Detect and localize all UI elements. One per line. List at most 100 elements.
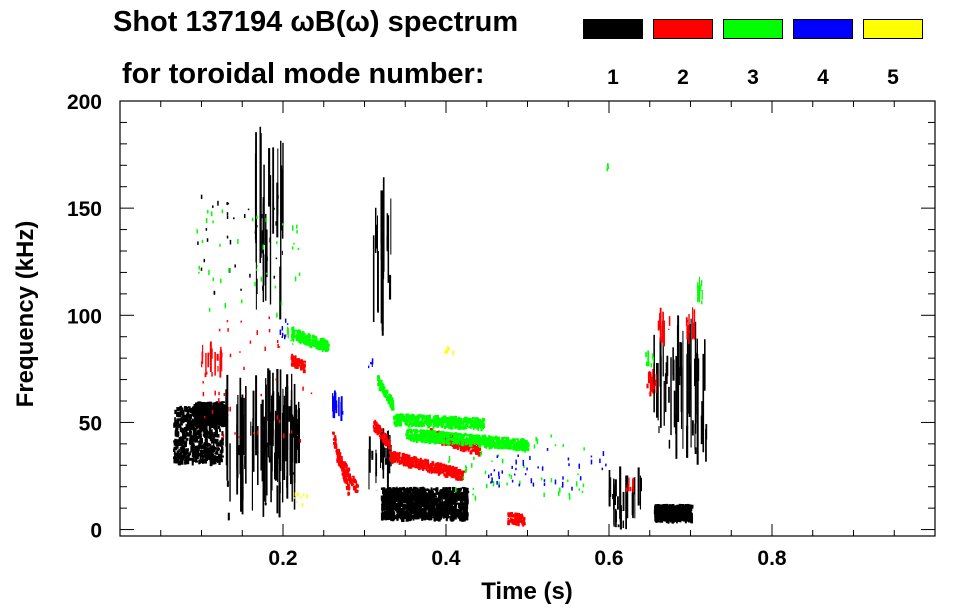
point (178, 460, 182, 464)
point (423, 467, 426, 470)
point (516, 513, 520, 517)
point (195, 416, 199, 422)
point (380, 514, 384, 517)
point (654, 512, 657, 518)
point (238, 435, 241, 439)
point (393, 495, 395, 501)
point (264, 346, 266, 352)
point (507, 517, 510, 520)
point (459, 513, 462, 517)
point (425, 493, 429, 498)
point (390, 491, 393, 498)
point (399, 495, 403, 498)
point (450, 510, 454, 516)
point (446, 492, 449, 496)
point (433, 501, 436, 506)
point (451, 493, 454, 499)
point (451, 465, 454, 469)
point (185, 458, 189, 462)
point (438, 494, 442, 500)
point (459, 445, 462, 449)
point (409, 418, 412, 421)
point (455, 495, 458, 498)
point (512, 515, 515, 518)
point (200, 458, 204, 464)
point (185, 456, 189, 460)
point (193, 459, 196, 462)
point (405, 490, 409, 493)
point (398, 501, 402, 504)
point (173, 450, 176, 454)
point (418, 461, 421, 466)
point (219, 428, 221, 432)
point (436, 487, 439, 491)
point (407, 414, 410, 418)
point (436, 514, 440, 519)
point (213, 427, 217, 430)
point (184, 459, 187, 465)
point (654, 505, 657, 508)
point (199, 449, 202, 453)
point (446, 490, 450, 494)
point (382, 438, 385, 441)
point (466, 447, 470, 451)
point (186, 420, 189, 423)
point (199, 452, 203, 458)
point (302, 367, 304, 370)
point (400, 502, 404, 507)
point (417, 465, 421, 468)
legend-swatch-mode-5 (863, 19, 923, 39)
point (406, 509, 409, 515)
point (294, 362, 297, 366)
point (346, 486, 349, 490)
point (463, 510, 466, 514)
point (426, 505, 429, 510)
point (461, 497, 463, 502)
point (218, 402, 221, 405)
point (198, 433, 202, 438)
point (685, 506, 690, 512)
point (394, 453, 396, 457)
point (184, 436, 187, 439)
point (218, 409, 222, 414)
point (204, 448, 207, 453)
point (180, 441, 183, 446)
point (413, 486, 417, 493)
point (391, 501, 394, 504)
point (439, 507, 443, 513)
point (446, 471, 448, 475)
point (690, 504, 694, 509)
point (680, 506, 683, 512)
point (199, 446, 201, 449)
point (658, 509, 661, 512)
point (182, 419, 186, 423)
point (322, 344, 325, 347)
point (275, 257, 278, 260)
point (334, 440, 337, 443)
point (347, 492, 350, 496)
point (209, 443, 212, 449)
point (196, 451, 200, 457)
point (215, 447, 217, 450)
point (354, 485, 356, 488)
point (440, 494, 444, 500)
point (430, 419, 434, 424)
point (210, 449, 214, 453)
point (215, 450, 219, 455)
point (443, 512, 446, 518)
point (410, 496, 413, 500)
point (403, 419, 406, 423)
point (213, 458, 217, 465)
point (443, 465, 447, 470)
point (199, 425, 202, 428)
point (221, 455, 224, 458)
point (180, 407, 183, 412)
point (204, 421, 207, 423)
point (209, 408, 211, 411)
point (296, 360, 299, 364)
point (454, 470, 457, 475)
point (387, 441, 390, 446)
point (451, 502, 455, 505)
point (312, 342, 315, 347)
point (523, 522, 525, 526)
